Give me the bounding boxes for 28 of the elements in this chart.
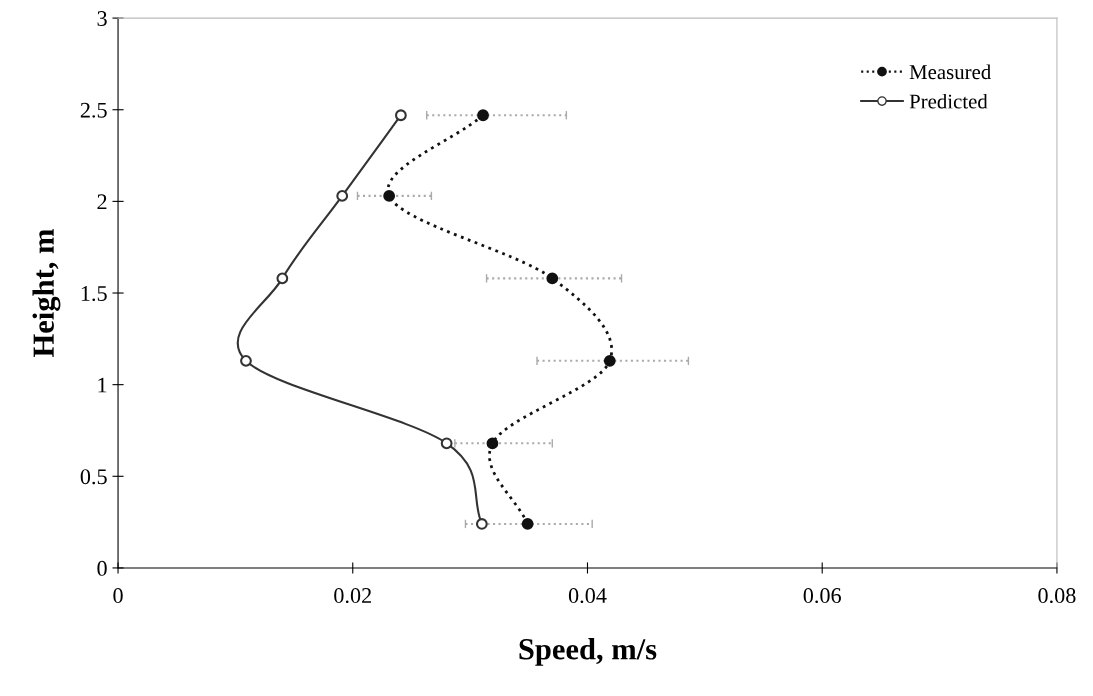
point	[383, 189, 396, 202]
y-tick-label: 2.5	[80, 102, 107, 118]
y-tick-label: 0.5	[80, 469, 107, 485]
point	[276, 272, 289, 285]
point	[240, 354, 252, 367]
y-tick-label: 0	[97, 560, 107, 576]
y-tick-label: 1.5	[81, 286, 107, 302]
point	[336, 189, 349, 202]
legend-label: Predicted	[909, 93, 988, 109]
x-axis-title: Speed, m/s	[519, 638, 657, 666]
point	[603, 354, 616, 367]
x-tick-label: 0.04	[568, 588, 607, 604]
point	[440, 437, 453, 450]
point	[521, 518, 534, 530]
point	[394, 109, 407, 122]
point	[477, 109, 489, 122]
y-tick-label: 1	[98, 377, 107, 393]
x-tick-label: 0.08	[1038, 588, 1076, 604]
y-tick-label: 2	[97, 194, 107, 210]
point	[486, 437, 499, 450]
legend-label: Measured	[909, 64, 991, 80]
x-tick-label: 0.06	[803, 588, 841, 604]
x-tick-label: 0.02	[334, 588, 371, 604]
y-axis-title: Height, m	[32, 229, 61, 357]
x-tick-label: 0	[113, 588, 123, 604]
point	[475, 518, 488, 530]
y-tick-label: 3	[97, 11, 107, 27]
point	[546, 272, 559, 285]
